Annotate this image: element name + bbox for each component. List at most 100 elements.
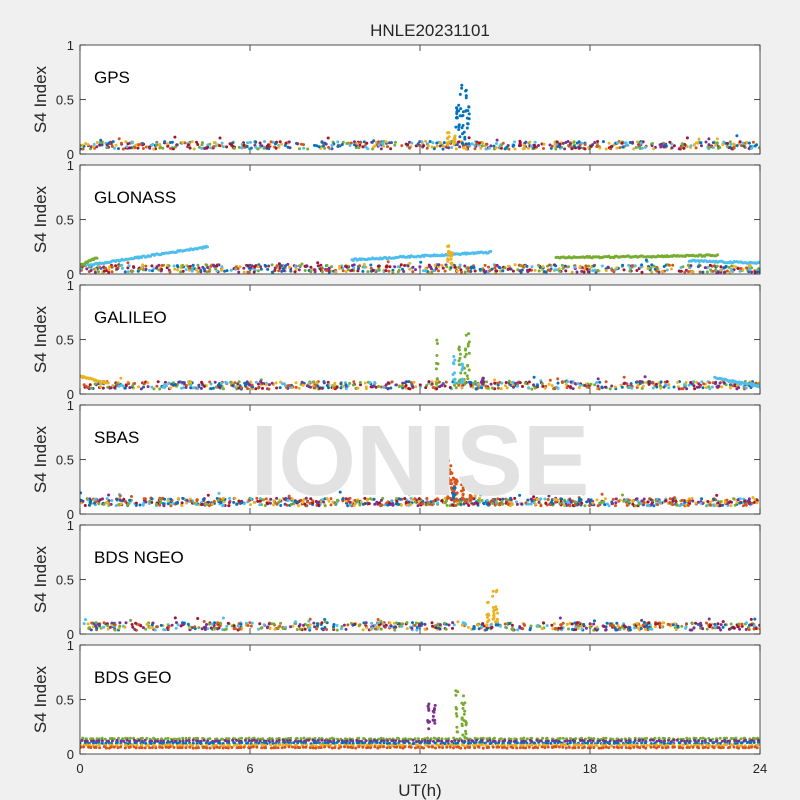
data-point <box>640 618 644 622</box>
data-point <box>379 504 383 508</box>
data-point <box>281 267 285 271</box>
data-point <box>138 503 142 507</box>
data-point <box>125 738 129 742</box>
data-point <box>142 385 145 389</box>
data-point <box>499 387 503 391</box>
data-point <box>84 618 87 622</box>
data-point <box>90 386 94 390</box>
data-point <box>372 738 376 742</box>
data-point <box>101 386 105 390</box>
data-point <box>448 386 452 389</box>
data-point <box>631 140 634 144</box>
panel-label: SBAS <box>94 428 139 447</box>
data-point <box>494 605 498 609</box>
data-point <box>396 265 400 269</box>
data-point <box>184 741 188 745</box>
data-point <box>452 362 456 366</box>
data-point <box>173 267 177 271</box>
figure-title: HNLE20231101 <box>370 21 490 40</box>
data-point <box>560 263 564 267</box>
data-point <box>489 741 493 745</box>
data-point <box>487 265 490 269</box>
data-point <box>460 126 464 130</box>
data-point <box>553 387 557 391</box>
data-point <box>221 503 225 507</box>
data-point <box>247 736 251 740</box>
data-point <box>662 145 666 148</box>
data-point <box>732 497 736 501</box>
data-point <box>227 501 231 505</box>
data-point <box>272 499 276 503</box>
data-point <box>157 263 161 267</box>
data-point <box>225 145 229 149</box>
data-point <box>699 736 702 740</box>
data-point <box>588 622 592 626</box>
data-point <box>462 497 466 501</box>
data-point <box>587 736 591 740</box>
data-point <box>119 739 123 743</box>
data-point <box>650 263 654 267</box>
data-point <box>537 263 540 267</box>
data-point <box>246 141 250 145</box>
data-point <box>358 264 362 268</box>
data-point <box>170 623 174 627</box>
data-point <box>365 498 369 502</box>
data-point <box>82 622 86 626</box>
data-point <box>445 265 449 269</box>
data-point <box>498 503 502 507</box>
data-point <box>642 501 646 504</box>
data-point <box>573 500 577 504</box>
data-point <box>100 739 104 743</box>
data-point <box>739 737 743 741</box>
data-point <box>555 142 559 146</box>
data-point <box>495 263 499 267</box>
data-point <box>449 464 453 468</box>
data-point <box>295 628 299 631</box>
data-point <box>188 626 192 630</box>
data-point <box>450 146 454 149</box>
data-point <box>653 625 657 629</box>
data-point <box>190 269 194 273</box>
data-point <box>559 623 563 627</box>
data-point <box>507 264 510 268</box>
data-point <box>458 92 462 96</box>
data-point <box>716 270 720 274</box>
data-point <box>426 739 430 743</box>
data-point <box>595 498 599 502</box>
data-point <box>566 265 570 269</box>
data-point <box>426 736 430 740</box>
data-point <box>604 736 608 740</box>
data-point <box>419 741 422 745</box>
data-point <box>482 501 486 505</box>
data-point <box>368 381 372 385</box>
data-point <box>631 499 635 502</box>
data-point <box>344 264 348 268</box>
data-point <box>332 383 336 387</box>
plot-area <box>80 405 760 514</box>
data-point <box>683 270 687 274</box>
data-point <box>486 386 490 390</box>
data-point <box>206 143 210 147</box>
data-point <box>615 266 619 270</box>
data-point <box>506 267 510 271</box>
data-point <box>379 147 383 151</box>
data-point <box>106 381 110 385</box>
data-point <box>459 502 463 506</box>
data-point <box>239 501 243 505</box>
data-point <box>600 264 604 268</box>
data-point <box>709 623 713 627</box>
data-point <box>300 262 304 266</box>
data-point <box>688 628 692 632</box>
data-point <box>583 504 587 508</box>
data-point <box>562 504 566 508</box>
data-point <box>540 382 544 386</box>
data-point <box>427 380 431 384</box>
data-point <box>509 496 513 500</box>
data-point <box>737 622 741 626</box>
data-point <box>691 499 695 503</box>
data-point <box>187 143 190 147</box>
data-point <box>598 380 602 384</box>
data-point <box>596 504 600 508</box>
data-point <box>598 501 602 505</box>
data-point <box>307 619 311 623</box>
